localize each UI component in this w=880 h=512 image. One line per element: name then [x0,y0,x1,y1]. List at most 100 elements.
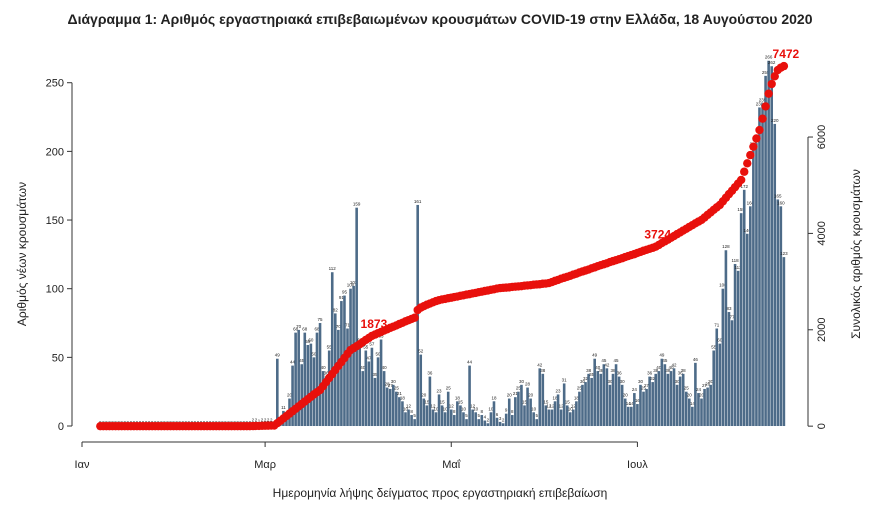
bar [706,387,709,427]
bar [367,361,371,427]
bar-value-label: 30 [638,379,644,384]
bar [459,405,462,427]
bar [721,288,725,427]
bar-value-label: 83 [726,306,732,311]
bar [770,66,773,427]
bar [709,384,712,427]
bar [752,147,755,427]
bar-value-label: 28 [525,382,531,387]
bar [276,358,279,427]
bar-value-label: 21 [513,391,519,396]
bar [611,373,615,427]
bar-value-label: 12 [406,404,412,409]
bar-value-label: 27 [644,383,650,388]
bar-value-label: 36 [617,371,623,376]
bar [684,391,688,427]
bar-value-label: 30 [607,379,613,384]
bar [703,388,706,427]
bar [428,376,432,427]
bar-value-label: 14 [690,401,696,406]
bar [501,423,505,427]
bar-value-label: 18 [455,395,461,400]
bar [401,401,404,427]
bar-value-label: 10 [473,406,479,411]
bar-value-label: 68 [293,327,299,332]
bar-value-label: 49 [275,353,281,358]
cumulative-dot [746,150,755,160]
bar-value-label: 123 [780,251,788,256]
bar-value-label: 159 [353,202,361,207]
x-tick-label: Ιουλ [627,459,648,471]
bar [663,364,667,427]
bar [755,143,758,427]
bar-value-label: 12 [470,404,476,409]
cumulative-dot [764,89,773,98]
bar [697,393,700,427]
bar [373,377,377,427]
bar [514,397,517,427]
bar-value-label: 262 [768,60,776,65]
bar [480,415,484,427]
bar [330,272,334,427]
bar-value-label: 57 [369,342,375,347]
bar-value-label: 91 [339,295,345,300]
annotation: 3724 [644,228,671,242]
bar [660,358,664,427]
y-tick-label: 50 [52,352,64,364]
bar [691,406,694,427]
bar-value-label: 50 [376,351,382,356]
bar-value-label: 266 [765,55,773,60]
bar [532,412,535,427]
bar [626,406,630,427]
bar-value-label: 18 [491,395,497,400]
bar [739,213,743,427]
bar [669,371,673,427]
bar-value-label: 68 [314,327,320,332]
bar [425,405,429,427]
bar [419,354,423,427]
bar [535,419,539,427]
bar [498,421,502,427]
bar-value-label: 172 [740,184,748,189]
bar-value-label: 70 [296,324,302,329]
bar [492,401,496,427]
bar-value-label: 2 [261,417,264,422]
bar [465,419,468,427]
bar [742,189,746,427]
bar-value-label: 38 [540,368,546,373]
bar-value-label: 36 [647,371,653,376]
bar [730,320,734,427]
bar [306,344,310,427]
bar-value-label: 40 [595,365,601,370]
bar-value-label: 235 [759,97,767,102]
bar-value-label: 55 [327,344,333,349]
bar [315,332,319,427]
bar-value-label: 20 [287,393,293,398]
bar-value-label: 2 [255,417,258,422]
bar [639,384,642,427]
bar-value-label: 28 [385,382,391,387]
bar [672,368,676,427]
bar-value-label: 2 [267,417,270,422]
bar-value-label: 45 [299,358,305,363]
bar-value-label: 46 [693,357,699,362]
bar-value-label: 12 [546,404,552,409]
cumulative-dot [770,72,779,81]
bar [303,332,307,427]
bar [572,409,575,427]
bar-value-label: 38 [586,368,592,373]
bar [443,412,447,427]
bar-value-label: 100 [719,283,727,288]
bar-value-label: 1 [258,419,261,424]
bar [553,401,557,427]
bar [568,412,572,427]
bar-value-label: 10 [443,406,449,411]
bar-value-label: 42 [672,362,678,367]
bar [584,382,587,427]
bar [358,343,362,427]
bar [608,384,612,427]
bar [587,373,590,427]
bar [559,409,563,427]
bar [431,409,435,427]
bar-value-label: 40 [656,365,662,370]
